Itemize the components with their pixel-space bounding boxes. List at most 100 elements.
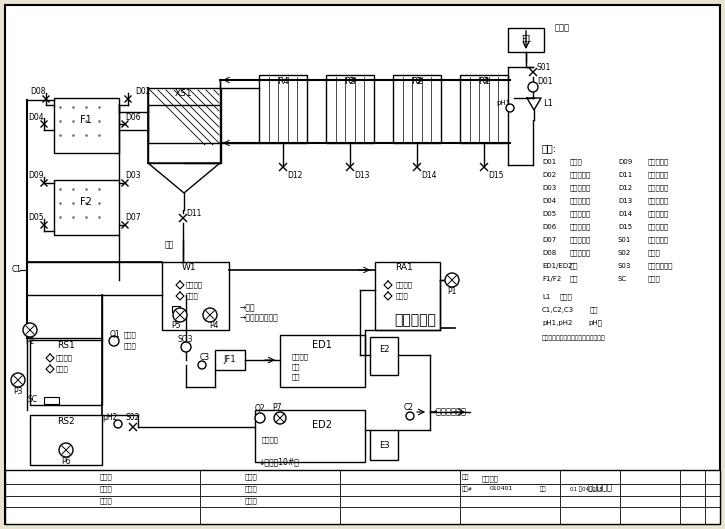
Text: D12: D12: [618, 185, 632, 191]
Text: 低水位: 低水位: [56, 366, 69, 372]
Text: S02: S02: [618, 250, 631, 256]
Text: D02: D02: [542, 172, 556, 178]
Text: R2: R2: [411, 78, 423, 87]
Text: pH计: pH计: [588, 320, 602, 326]
Text: 预警水位: 预警水位: [56, 355, 73, 361]
Text: W1: W1: [182, 263, 196, 272]
Text: 中检人: 中检人: [100, 473, 113, 480]
Text: 中水位: 中水位: [124, 332, 137, 339]
Text: 初检人: 初检人: [100, 486, 113, 492]
Text: Q2: Q2: [255, 404, 265, 413]
Text: 电磁截流阀: 电磁截流阀: [570, 185, 592, 191]
Text: 限量截流阀: 限量截流阀: [570, 224, 592, 230]
Bar: [162, 262, 229, 330]
Circle shape: [114, 420, 122, 428]
Text: 循环水: 循环水: [555, 23, 570, 32]
Circle shape: [23, 323, 37, 337]
Text: RS2: RS2: [57, 416, 75, 425]
Text: 工程名称: 工程名称: [481, 476, 499, 482]
Text: 主检人: 主检人: [100, 498, 113, 504]
Text: D13: D13: [618, 198, 632, 204]
Bar: [259, 75, 307, 143]
Text: C3: C3: [200, 353, 210, 362]
Bar: [54, 180, 119, 235]
Text: 循环水控制阀: 循环水控制阀: [648, 263, 674, 269]
Text: D14: D14: [618, 211, 632, 217]
Text: 阴极: 阴极: [292, 364, 300, 370]
Text: 系统流程图: 系统流程图: [394, 313, 436, 327]
Text: 说明:: 说明:: [542, 143, 557, 153]
Bar: [370, 337, 398, 375]
Circle shape: [198, 361, 206, 369]
Text: →循环回水做来水: →循环回水做来水: [240, 314, 278, 323]
Text: R4: R4: [277, 78, 289, 87]
Circle shape: [406, 412, 414, 420]
Text: 液流排污阀: 液流排污阀: [648, 224, 669, 230]
Text: L1: L1: [543, 99, 553, 108]
Text: 过滤: 过滤: [570, 276, 579, 282]
Bar: [30, 415, 102, 465]
Text: 减震器: 减震器: [648, 276, 660, 282]
Text: D08: D08: [30, 87, 46, 96]
Text: 液流排污阀: 液流排污阀: [648, 211, 669, 217]
Text: F1: F1: [80, 115, 92, 125]
Bar: [393, 75, 441, 143]
Text: 泵机: 泵机: [570, 263, 579, 269]
Circle shape: [506, 104, 514, 112]
Text: 限量截流阀: 限量截流阀: [570, 250, 592, 257]
Text: P7: P7: [272, 404, 281, 413]
Text: D03: D03: [542, 185, 556, 191]
Text: 低水位: 低水位: [396, 293, 409, 299]
Text: 01 年04月018: 01 年04月018: [570, 486, 602, 492]
Text: C1: C1: [12, 266, 22, 275]
Text: D04: D04: [542, 198, 556, 204]
Text: C2: C2: [404, 404, 414, 413]
Text: 批准人: 批准人: [245, 473, 258, 480]
Circle shape: [109, 336, 119, 346]
Text: pH2: pH2: [102, 414, 117, 423]
Text: D04: D04: [28, 113, 44, 122]
Text: R1: R1: [478, 78, 490, 87]
Text: SC: SC: [618, 276, 627, 282]
Text: 低水位: 低水位: [186, 293, 199, 299]
Text: 注：其他阀门的具体设备位号见平面图: 注：其他阀门的具体设备位号见平面图: [542, 335, 606, 341]
Text: S01: S01: [618, 237, 631, 243]
Circle shape: [528, 82, 538, 92]
Text: →出水至循环水: →出水至循环水: [430, 407, 467, 416]
Text: D01: D01: [542, 159, 556, 165]
Bar: [44, 397, 59, 404]
Text: 电磁截流阀: 电磁截流阀: [570, 211, 592, 217]
Text: 液流排污阀: 液流排污阀: [648, 185, 669, 191]
Text: 预警水位: 预警水位: [396, 282, 413, 288]
Text: D06: D06: [125, 113, 141, 122]
Bar: [460, 75, 508, 143]
Text: 日期: 日期: [540, 486, 547, 492]
Text: D08: D08: [542, 250, 556, 256]
Bar: [280, 335, 365, 387]
Text: P3: P3: [13, 388, 22, 397]
Text: R3: R3: [344, 78, 356, 87]
Bar: [326, 75, 374, 143]
Text: 液位计: 液位计: [560, 294, 573, 300]
Text: pH1: pH1: [496, 100, 510, 106]
Text: 电极阳极: 电极阳极: [292, 354, 309, 360]
Text: D01: D01: [537, 78, 552, 87]
Text: S03: S03: [618, 263, 631, 269]
Circle shape: [181, 342, 191, 352]
Text: ED1/ED2: ED1/ED2: [542, 263, 573, 269]
Text: D11: D11: [618, 172, 632, 178]
Text: 预警水位: 预警水位: [186, 282, 203, 288]
Text: D12: D12: [287, 170, 302, 179]
Text: D05: D05: [542, 211, 556, 217]
Text: 截流阀: 截流阀: [570, 159, 583, 165]
Bar: [255, 410, 365, 462]
Text: 低水位: 低水位: [124, 343, 137, 349]
Text: →排污: →排污: [240, 304, 256, 313]
Bar: [54, 98, 119, 153]
Text: ED2: ED2: [312, 420, 332, 430]
Text: D15: D15: [488, 170, 503, 179]
Bar: [148, 88, 221, 163]
Text: P6: P6: [61, 458, 71, 467]
Text: pH1,pH2: pH1,pH2: [542, 320, 572, 326]
Text: F2: F2: [80, 197, 92, 207]
